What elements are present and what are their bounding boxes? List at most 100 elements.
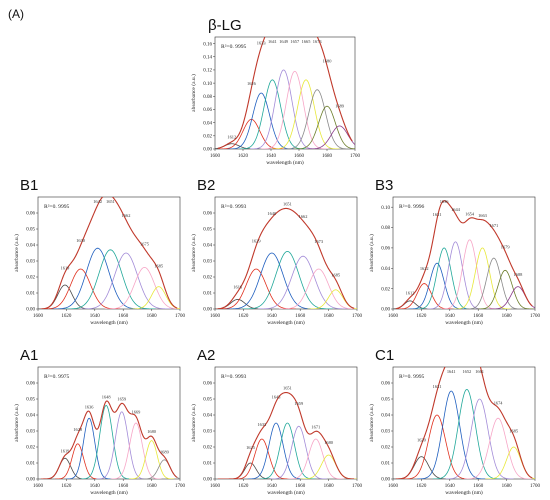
x-axis-title: wavelength (nm) — [90, 319, 128, 326]
component-peak — [441, 239, 499, 309]
y-tick-label: 0.06 — [381, 247, 390, 252]
y-tick-label: 0.12 — [203, 69, 212, 74]
component-peak — [283, 89, 351, 149]
y-axis-title: absorbance (a.u.) — [190, 404, 197, 442]
peak-label: 1649 — [279, 39, 289, 44]
component-peak — [417, 390, 486, 479]
peak-label: 1673 — [313, 39, 323, 44]
peak-label: 1612 — [227, 135, 236, 140]
peak-label: 1643 — [272, 395, 282, 400]
fitted-envelope — [40, 400, 178, 479]
x-tick-label: 1620 — [416, 484, 427, 489]
y-tick-label: 0.03 — [26, 260, 35, 265]
x-tick-label: 1680 — [147, 314, 158, 319]
y-tick-label: 0.00 — [26, 478, 35, 483]
x-tick-label: 1660 — [118, 484, 129, 489]
component-peak — [476, 269, 534, 309]
y-tick-label: 0.01 — [381, 462, 390, 467]
component-peak — [241, 250, 333, 309]
component-peak — [427, 241, 484, 309]
panel-label: β-LG — [208, 17, 242, 34]
component-peak — [55, 443, 101, 479]
x-tick-label: 1640 — [90, 484, 101, 489]
peak-label: 1661 — [475, 369, 484, 374]
component-peak — [272, 79, 340, 149]
y-tick-label: 0.02 — [203, 446, 212, 451]
component-peak — [96, 411, 148, 479]
peak-label: 1671 — [489, 223, 498, 228]
component-peak — [64, 249, 156, 309]
peak-label: 1680 — [147, 429, 157, 434]
component-peak — [489, 286, 535, 309]
y-tick-label: 0.00 — [203, 148, 212, 153]
x-tick-label: 1640 — [90, 314, 101, 319]
component-peak — [227, 462, 274, 479]
peak-label: 1680 — [324, 440, 334, 445]
y-tick-label: 0.02 — [26, 446, 35, 451]
y-axis-title: absorbance (a.u.) — [190, 74, 197, 112]
x-tick-label: 1680 — [502, 484, 513, 489]
peak-label: 1629 — [252, 239, 262, 244]
peak-label: 1669 — [132, 409, 142, 414]
panel-b2: B2 1600 1620 1640 1660 1680 1700 0.00 0.01 0.02 0.… — [190, 177, 363, 326]
x-tick-label: 1620 — [416, 314, 427, 319]
peak-label: 1685 — [509, 429, 519, 434]
component-peak — [216, 268, 296, 309]
y-tick-label: 0.02 — [203, 276, 212, 281]
peak-label: 1620 — [417, 437, 427, 442]
peak-label: 1619 — [61, 448, 71, 453]
panels-group: β-LG 1600 1620 1640 1660 1680 1700 0.00 0.02 0.04… — [13, 17, 541, 496]
y-tick-label: 0.03 — [26, 430, 35, 435]
peak-label: 1616 — [233, 285, 243, 290]
y-tick-label: 0.05 — [26, 228, 35, 233]
y-tick-label: 0.02 — [381, 287, 390, 292]
panel-label: B3 — [375, 177, 393, 194]
peak-label: 1630 — [76, 238, 86, 243]
y-tick-label: 0.00 — [203, 308, 212, 313]
x-tick-label: 1640 — [266, 154, 277, 159]
component-peak — [110, 422, 162, 479]
component-peak — [128, 440, 175, 479]
component-peak — [307, 289, 357, 309]
peak-label: 1651 — [106, 199, 115, 204]
r2-annotation: R²=0. 9995 — [44, 204, 70, 210]
peak-label: 1641 — [268, 39, 277, 44]
x-tick-label: 1600 — [33, 314, 44, 319]
peak-label: 1675 — [140, 242, 150, 247]
fitted-envelope — [217, 207, 355, 309]
y-tick-label: 0.01 — [26, 292, 35, 297]
panel-b3: B3 1600 1620 1640 1660 1680 1700 0.00 0.02 0.04 0.… — [368, 177, 541, 326]
y-axis-title: absorbance (a.u.) — [368, 404, 375, 442]
y-tick-label: 0.04 — [26, 414, 35, 419]
panel-a1: A1 1600 1620 1640 1660 1680 1700 0.00 0.01 0.02 0.… — [13, 347, 186, 496]
panel-a2: A2 1600 1620 1640 1660 1680 1700 0.00 0.01 0.02 0.… — [190, 347, 363, 496]
y-tick-label: 0.01 — [26, 462, 35, 467]
x-tick-label: 1600 — [210, 154, 221, 159]
y-tick-label: 0.03 — [381, 430, 390, 435]
y-tick-label: 0.04 — [203, 121, 212, 126]
component-peak — [141, 459, 180, 479]
y-tick-label: 0.08 — [381, 226, 390, 231]
peak-label: 1619 — [61, 265, 71, 270]
component-peak — [104, 266, 180, 309]
r2-annotation: R²=0. 9995 — [399, 374, 425, 380]
peak-label: 1662 — [299, 214, 308, 219]
x-tick-label: 1680 — [502, 314, 513, 319]
peak-label: 1644 — [451, 207, 461, 212]
plot-frame — [392, 366, 536, 480]
x-tick-label: 1660 — [118, 314, 129, 319]
component-peak — [278, 268, 357, 309]
x-axis-title: wavelength (nm) — [267, 489, 305, 496]
x-axis-title: wavelength (nm) — [267, 319, 305, 326]
panel-label: B2 — [197, 177, 215, 194]
x-tick-label: 1700 — [175, 314, 186, 319]
x-tick-label: 1680 — [322, 154, 333, 159]
y-tick-label: 0.02 — [203, 135, 212, 140]
peak-label: 1636 — [85, 404, 95, 409]
x-tick-label: 1660 — [473, 484, 484, 489]
y-tick-label: 0.02 — [26, 276, 35, 281]
peak-label: 1628 — [73, 427, 83, 432]
peak-label: 1651 — [283, 386, 292, 391]
curves — [215, 207, 357, 309]
